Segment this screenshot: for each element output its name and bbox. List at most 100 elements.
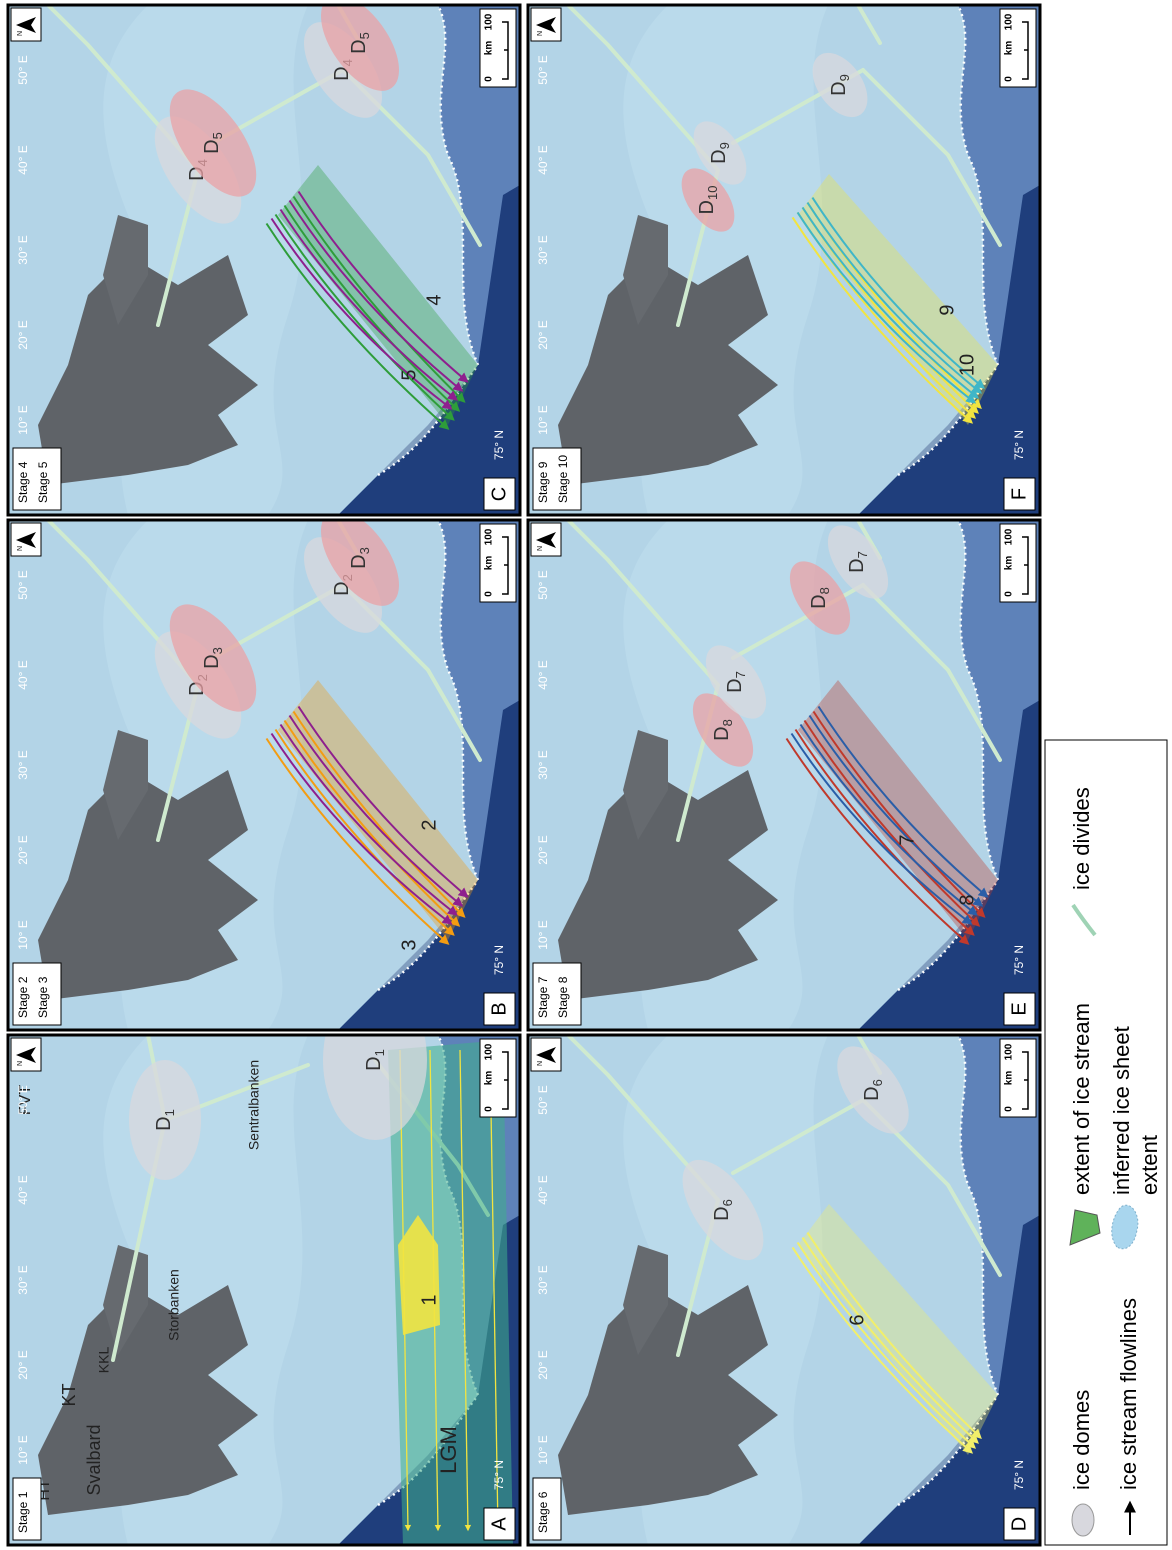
ice-dome bbox=[129, 1060, 201, 1180]
map-content: D1D11LGMHTKTKKLFVTSvalbardStorbankenSent… bbox=[8, 1035, 520, 1545]
dome-letter: D bbox=[711, 1206, 733, 1220]
stream-number: 1 bbox=[418, 1294, 440, 1305]
ice-stream-extent bbox=[798, 174, 998, 425]
legend-divide-icon bbox=[1071, 903, 1097, 937]
longitude-label: 30° E bbox=[536, 235, 550, 264]
dome-label: D9 bbox=[708, 142, 732, 164]
deep-ocean bbox=[858, 700, 1040, 1030]
ice-stream-core bbox=[398, 1215, 440, 1335]
longitude-label: 20° E bbox=[16, 835, 30, 864]
dome-subscript: 5 bbox=[210, 132, 225, 139]
dome-subscript: 8 bbox=[720, 719, 735, 726]
scale-start: 0 bbox=[1004, 1106, 1015, 1112]
scale-box bbox=[479, 523, 517, 603]
flowline bbox=[812, 710, 986, 918]
scale-box bbox=[999, 523, 1037, 603]
scale-end: 100 bbox=[484, 1043, 495, 1060]
flowline bbox=[279, 208, 458, 401]
north-arrow bbox=[16, 1047, 36, 1063]
dome-subscript: 1 bbox=[162, 1109, 177, 1116]
stage-label: Stage 5 bbox=[36, 461, 50, 503]
flowline bbox=[297, 705, 469, 898]
place-label: LGM bbox=[436, 1426, 461, 1474]
stage-box bbox=[532, 1477, 562, 1541]
ice-divide bbox=[861, 68, 1002, 247]
stream-number: 7 bbox=[896, 834, 918, 845]
scale-bar bbox=[1022, 21, 1029, 80]
longitude-label: 20° E bbox=[536, 835, 550, 864]
svalbard-east bbox=[623, 1245, 668, 1355]
dome-letter: D bbox=[363, 1056, 385, 1070]
flowline bbox=[791, 1246, 974, 1454]
dome-letter: D bbox=[348, 39, 370, 53]
svalbard bbox=[38, 255, 258, 485]
legend-label: ice stream flowlines bbox=[1116, 1298, 1141, 1490]
dome-letter: D bbox=[808, 594, 830, 608]
scale-start: 0 bbox=[484, 591, 495, 597]
ice-dome bbox=[303, 22, 383, 118]
ice-stream-extent bbox=[388, 1040, 513, 1545]
dome-subscript: 3 bbox=[357, 547, 372, 554]
place-label: FVT bbox=[17, 1085, 34, 1115]
stage-label: Stage 6 bbox=[536, 1491, 550, 1533]
flowline bbox=[489, 1049, 502, 1532]
longitude-label: 50° E bbox=[16, 1085, 30, 1114]
flowline bbox=[806, 201, 983, 394]
ice-dome bbox=[681, 168, 735, 232]
svalbard-east bbox=[103, 730, 148, 840]
legend-label: ice divides bbox=[1069, 787, 1094, 890]
flowline bbox=[399, 1049, 412, 1532]
flowline bbox=[274, 728, 455, 936]
north-arrow bbox=[536, 1047, 556, 1063]
scale-end: 100 bbox=[484, 528, 495, 545]
longitude-label: 30° E bbox=[16, 1265, 30, 1294]
dome-label: D10 bbox=[696, 186, 720, 215]
stream-number: 8 bbox=[956, 894, 978, 905]
longitude-label: 10° E bbox=[16, 405, 30, 434]
panel-letter: C bbox=[488, 487, 510, 501]
longitude-label: 50° E bbox=[16, 55, 30, 84]
legend-label: extent bbox=[1137, 1135, 1162, 1195]
flowline bbox=[270, 732, 453, 925]
flowline bbox=[791, 216, 974, 424]
scale-end: 100 bbox=[1004, 13, 1015, 30]
stage-label: Stage 4 bbox=[16, 461, 30, 503]
ice-dome bbox=[693, 121, 747, 185]
ice-dome bbox=[682, 1159, 764, 1261]
scale-start: 0 bbox=[1004, 591, 1015, 597]
stage-box bbox=[12, 1477, 42, 1541]
dome-label: D3 bbox=[201, 647, 225, 669]
legend: ice domes ice stream flowlines extent of i… bbox=[1044, 739, 1168, 1546]
flowline bbox=[429, 1049, 442, 1532]
flowline bbox=[283, 204, 461, 412]
stage-label: Stage 7 bbox=[536, 976, 550, 1018]
dome-label: D1 bbox=[363, 1049, 387, 1071]
scale-end: 100 bbox=[484, 13, 495, 30]
longitude-label: 20° E bbox=[16, 320, 30, 349]
flowline bbox=[806, 1232, 982, 1439]
longitude-label: 10° E bbox=[536, 920, 550, 949]
dome-subscript: 9 bbox=[837, 74, 852, 81]
ice-dome bbox=[789, 561, 851, 635]
stage-label: Stage 8 bbox=[556, 976, 570, 1018]
stream-number: 6 bbox=[846, 1314, 868, 1325]
north-label: N bbox=[17, 1061, 24, 1066]
place-label: KKL bbox=[96, 1347, 112, 1374]
scale-end: 100 bbox=[1004, 528, 1015, 545]
flowline bbox=[799, 723, 978, 916]
flowline bbox=[265, 737, 450, 945]
flowline bbox=[794, 728, 975, 936]
latitude-label: 75° N bbox=[492, 1460, 506, 1490]
stage-label: Stage 3 bbox=[36, 976, 50, 1018]
legend-box bbox=[1044, 739, 1168, 1546]
longitude-label: 40° E bbox=[536, 660, 550, 689]
longitude-label: 30° E bbox=[536, 1265, 550, 1294]
ice-dome bbox=[169, 89, 257, 197]
map-panel: D1D11LGMHTKTKKLFVTSvalbardStorbankenSent… bbox=[6, 1033, 522, 1547]
